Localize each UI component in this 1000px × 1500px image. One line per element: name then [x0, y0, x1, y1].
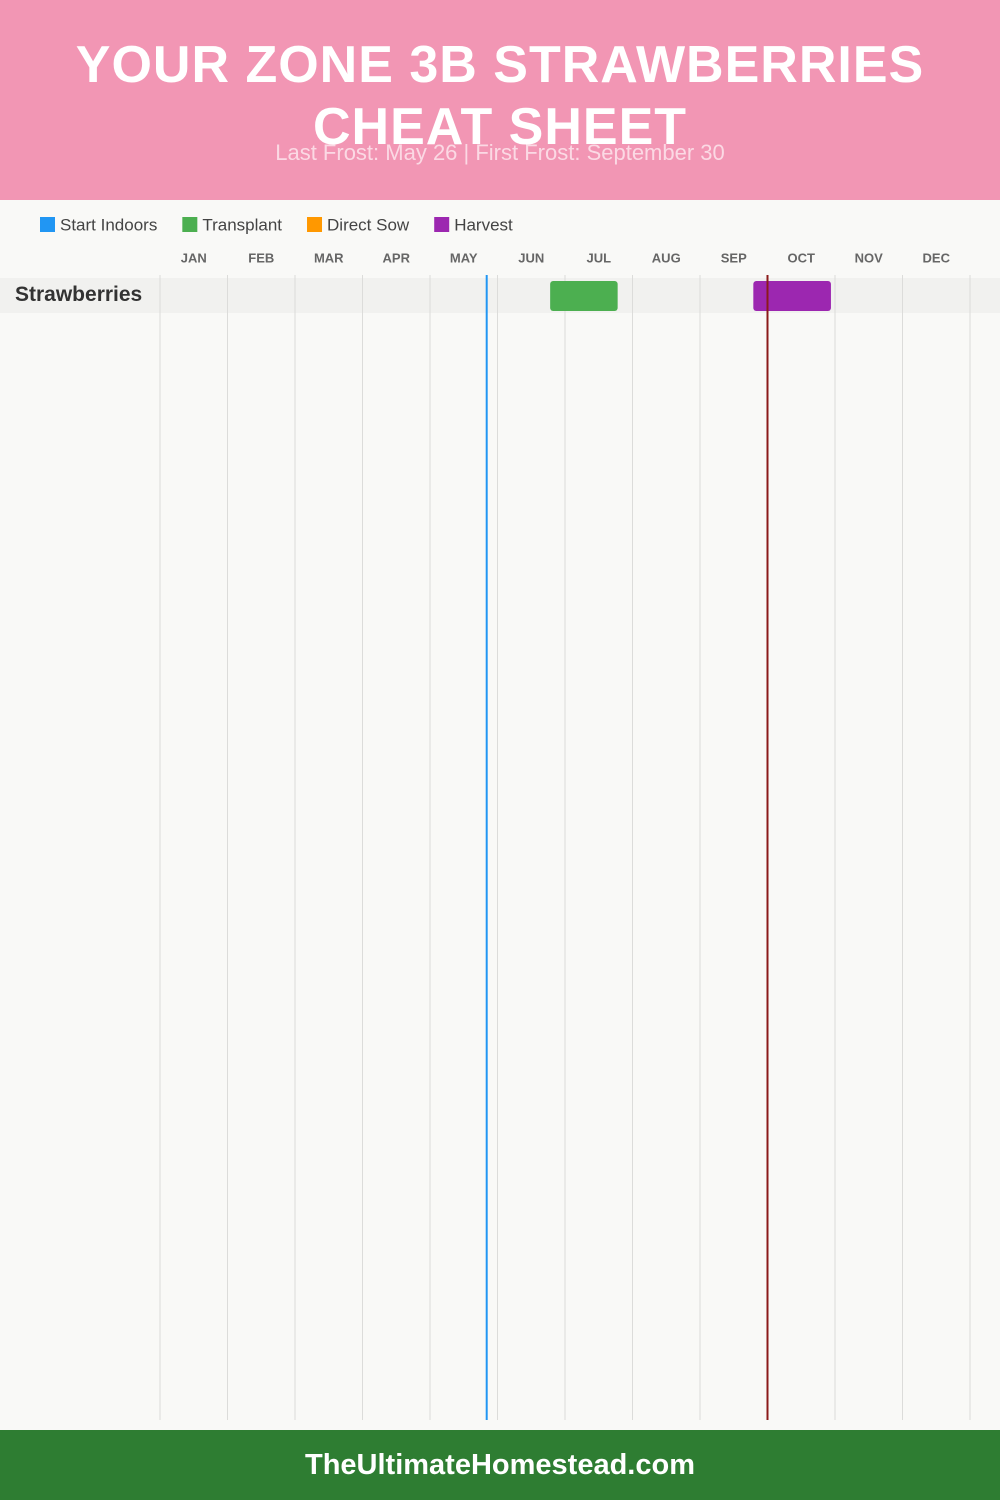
- legend-label: Direct Sow: [327, 215, 410, 234]
- legend-swatch: [434, 217, 450, 232]
- legend-label: Transplant: [202, 215, 282, 234]
- x-tick-label: OCT: [788, 250, 816, 265]
- legend-swatch: [40, 217, 55, 232]
- x-tick-label: MAR: [314, 250, 344, 265]
- footer: TheUltimateHomestead.com: [0, 1430, 1000, 1500]
- legend-label: Harvest: [454, 215, 513, 234]
- x-tick-label: MAY: [450, 250, 478, 265]
- legend-label: Start Indoors: [60, 215, 157, 234]
- chart: Start Indoors Transplant Direct Sow Harvest…: [0, 215, 1000, 1420]
- row-band: [0, 278, 1000, 313]
- legend-swatch: [182, 217, 198, 232]
- range-bar: [550, 281, 618, 311]
- x-tick-label: DEC: [923, 250, 951, 265]
- x-tick-label: JAN: [181, 250, 207, 265]
- range-bar: [753, 281, 831, 311]
- x-tick-label: NOV: [855, 250, 884, 265]
- x-tick-label: SEP: [721, 250, 747, 265]
- chart-title: YOUR ZONE 3B STRAWBERRIES CHEAT SHEET: [75, 36, 925, 156]
- row-label: Strawberries: [15, 283, 142, 306]
- x-tick-label: JUL: [586, 250, 611, 265]
- chart-subtitle: Last Frost: May 26 | First Frost: Septem…: [275, 140, 725, 165]
- x-tick-label: APR: [383, 250, 411, 265]
- x-tick-label: FEB: [248, 250, 274, 265]
- header: YOUR ZONE 3B STRAWBERRIES CHEAT SHEET La…: [0, 0, 1000, 200]
- legend-swatch: [307, 217, 323, 232]
- x-tick-label: AUG: [652, 250, 681, 265]
- x-tick-label: JUN: [518, 250, 544, 265]
